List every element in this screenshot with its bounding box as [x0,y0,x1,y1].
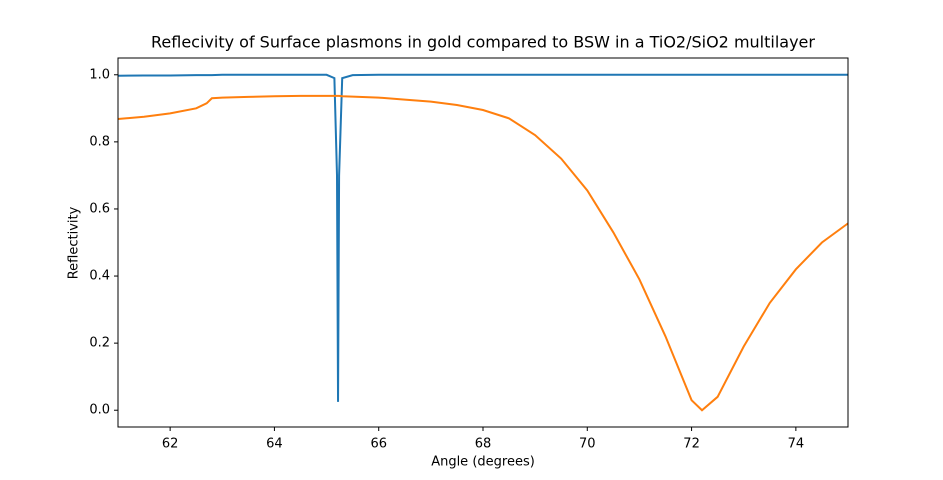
y-tick-label: 0.4 [89,269,110,284]
y-tick-label: 0.0 [89,403,110,418]
x-tick-label: 74 [788,437,805,452]
x-tick-label: 70 [579,437,596,452]
x-tick-label: 68 [475,437,492,452]
plot-frame [117,57,849,428]
y-tick-label: 1.0 [89,67,110,82]
y-tick-label: 0.8 [89,134,110,149]
x-tick-label: 66 [370,437,387,452]
y-axis-label: Reflectivity [67,206,82,279]
series-line [117,73,848,402]
x-axis-label: Angle (degrees) [431,455,535,470]
x-tick-label: 64 [266,437,283,452]
x-tick-label: 62 [162,437,179,452]
series-line [117,94,849,412]
x-tick-label: 72 [683,437,700,452]
y-tick-label: 0.2 [89,336,110,351]
chart-title: Reflecivity of Surface plasmons in gold … [151,33,815,52]
y-tick-label: 0.6 [89,201,110,216]
